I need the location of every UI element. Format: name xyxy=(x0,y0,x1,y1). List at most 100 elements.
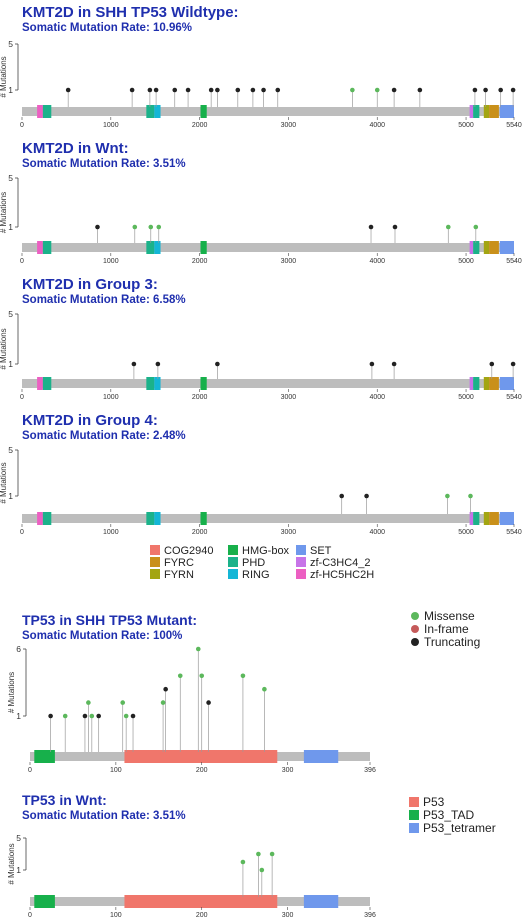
panel-subtitle: Somatic Mutation Rate: 2.48% xyxy=(22,430,186,442)
x-tick-label: 2000 xyxy=(192,529,208,536)
domain-p53-tetramer xyxy=(303,750,339,763)
legend-swatch-set xyxy=(296,545,306,555)
domain-fyrn xyxy=(483,241,490,254)
mutation-point xyxy=(510,361,516,367)
x-tick-label: 100 xyxy=(110,767,122,774)
domain-zf-c3hc4-2 xyxy=(469,377,474,390)
domain-phd xyxy=(42,512,52,525)
mutation-point xyxy=(195,646,201,652)
x-tick-label: 3000 xyxy=(281,529,297,536)
y-tick-label: 1 xyxy=(8,491,13,501)
y-tick-label: 1 xyxy=(8,222,13,232)
legend-label: P53 xyxy=(423,795,445,809)
domain-set xyxy=(499,377,514,390)
legend-swatch-fyrn xyxy=(150,569,160,579)
legend-label: P53_TAD xyxy=(423,808,474,822)
panel-subtitle: Somatic Mutation Rate: 3.51% xyxy=(22,810,186,822)
domain-p53-tad xyxy=(34,750,55,763)
mutation-point xyxy=(473,224,479,230)
mutation-point xyxy=(147,87,153,93)
x-tick-label: 100 xyxy=(110,912,122,919)
mutation-point xyxy=(82,713,88,719)
mutation-point xyxy=(339,493,345,499)
x-tick-label: 0 xyxy=(20,122,24,129)
domain-zf-c3hc4-2 xyxy=(469,241,474,254)
x-tick-label: 5000 xyxy=(458,529,474,536)
domain-p53 xyxy=(124,750,278,763)
legend-label: FYRN xyxy=(164,569,194,581)
mutation-point xyxy=(262,686,267,692)
panel-title: KMT2D in Group 4: xyxy=(22,412,158,429)
legend-swatch-p53 xyxy=(409,797,419,807)
x-tick-label: 5000 xyxy=(458,394,474,401)
mutation-point xyxy=(350,87,355,93)
x-tick-label: 4000 xyxy=(369,122,385,129)
domain-hmg-box xyxy=(200,241,207,254)
x-tick-label: 396 xyxy=(364,912,376,919)
x-tick-label: 0 xyxy=(20,394,24,401)
mutation-point xyxy=(445,224,451,230)
domain-p53-tad xyxy=(34,895,55,908)
domain-phd xyxy=(42,105,52,118)
mutation-point xyxy=(256,851,261,857)
mutation-point xyxy=(417,87,423,93)
domain-phd xyxy=(473,512,480,525)
mutation-point xyxy=(250,87,256,93)
legend-swatch-hmg-box xyxy=(228,545,238,555)
legend-label: COG2940 xyxy=(164,545,214,557)
domain-ring xyxy=(154,512,161,525)
panel-title: TP53 in Wnt: xyxy=(22,792,107,808)
mutation-point xyxy=(489,361,495,367)
legend-dot-missense xyxy=(411,612,419,620)
domain-ring xyxy=(154,105,161,118)
legend-label: SET xyxy=(310,545,332,557)
y-axis-label: # Mutations xyxy=(0,192,8,233)
domain-fyrc xyxy=(489,241,499,254)
domain-fyrc xyxy=(489,512,499,525)
domain-phd xyxy=(473,105,480,118)
domain-set xyxy=(499,105,514,118)
legend-dot-in-frame xyxy=(411,625,419,633)
legend-label: zf-HC5HC2H xyxy=(310,569,374,581)
x-tick-label: 1000 xyxy=(103,394,119,401)
domain-fyrc xyxy=(489,105,499,118)
panel-title: KMT2D in Group 3: xyxy=(22,276,158,293)
x-tick-label: 0 xyxy=(28,767,32,774)
x-tick-label: 4000 xyxy=(369,529,385,536)
legend-swatch-zf-c3hc4-2 xyxy=(296,557,306,567)
mutation-point xyxy=(472,87,478,93)
x-tick-label: 2000 xyxy=(192,122,208,129)
mutation-point xyxy=(261,87,266,93)
mutation-point xyxy=(130,713,136,719)
mutation-point xyxy=(483,87,488,93)
mutation-point xyxy=(148,224,154,230)
domain-p53 xyxy=(124,895,278,908)
mutation-point xyxy=(215,87,220,93)
legend-swatch-p53-tad xyxy=(409,810,419,820)
x-tick-label: 0 xyxy=(20,258,24,265)
domain-phd xyxy=(42,377,52,390)
y-tick-label: 5 xyxy=(8,39,13,49)
panel-2: KMT2D in Wnt:Somatic Mutation Rate: 3.51… xyxy=(0,140,522,265)
legend-swatch-p53-tetramer xyxy=(409,823,419,833)
protein-backbone xyxy=(22,379,514,388)
x-tick-label: 5000 xyxy=(458,258,474,265)
mutation-point xyxy=(206,700,211,705)
domain-zf-c3hc4-2 xyxy=(469,105,474,118)
mutation-point xyxy=(235,87,241,93)
mutation-point xyxy=(95,224,100,230)
mutation-point xyxy=(132,224,138,230)
mutation-point xyxy=(177,673,183,679)
mutation-point xyxy=(155,361,161,367)
mutation-point xyxy=(185,87,191,93)
domain-zf-c3hc4-2 xyxy=(469,512,474,525)
domain-set xyxy=(499,512,514,525)
y-axis-label: # Mutations xyxy=(0,328,8,369)
domain-hmg-box xyxy=(200,105,207,118)
legend-swatch-phd xyxy=(228,557,238,567)
domain-hmg-box xyxy=(200,377,207,390)
mutation-point xyxy=(374,87,380,93)
mutation-point xyxy=(172,87,178,93)
